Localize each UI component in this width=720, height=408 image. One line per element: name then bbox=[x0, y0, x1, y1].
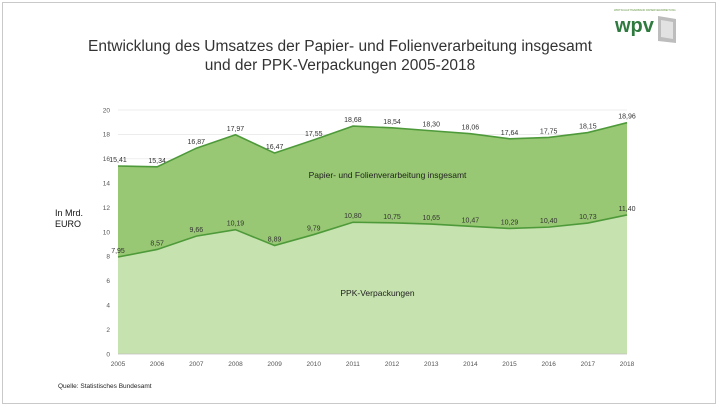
data-label: 18,15 bbox=[579, 124, 597, 131]
y-tick-label: 8 bbox=[106, 254, 110, 261]
data-label: 10,65 bbox=[422, 215, 440, 222]
x-tick-label: 2014 bbox=[463, 361, 478, 368]
y-tick-label: 6 bbox=[106, 278, 110, 285]
data-label: 9,79 bbox=[307, 226, 321, 233]
y-tick-label: 10 bbox=[103, 229, 111, 236]
data-label: 18,96 bbox=[618, 114, 636, 121]
data-label: 10,75 bbox=[383, 214, 401, 221]
y-tick-label: 20 bbox=[103, 107, 111, 114]
x-tick-label: 2008 bbox=[228, 361, 243, 368]
y-tick-label: 2 bbox=[106, 327, 110, 334]
data-label: 10,80 bbox=[344, 213, 362, 220]
y-tick-label: 18 bbox=[103, 132, 111, 139]
x-tick-label: 2011 bbox=[346, 361, 360, 368]
data-label: 10,47 bbox=[462, 217, 480, 224]
data-label: 17,55 bbox=[305, 131, 323, 138]
x-tick-label: 2013 bbox=[424, 361, 439, 368]
x-tick-label: 2012 bbox=[385, 361, 400, 368]
x-tick-label: 2016 bbox=[541, 361, 556, 368]
x-tick-label: 2017 bbox=[581, 361, 596, 368]
data-label: 18,30 bbox=[422, 122, 440, 129]
series-label: Papier- und Folienverarbeitung insgesamt bbox=[309, 170, 467, 180]
series-line bbox=[117, 121, 628, 168]
y-tick-label: 14 bbox=[103, 181, 111, 188]
chart-title-line1: Entwicklung des Umsatzes der Papier- und… bbox=[88, 38, 592, 55]
x-tick-label: 2009 bbox=[267, 361, 282, 368]
chart-title: Entwicklung des Umsatzes der Papier- und… bbox=[60, 37, 620, 75]
y-tick-label: 4 bbox=[106, 303, 110, 310]
x-tick-label: 2015 bbox=[502, 361, 517, 368]
data-label: 16,47 bbox=[266, 144, 284, 151]
data-label: 17,64 bbox=[501, 130, 519, 137]
x-tick-label: 2010 bbox=[307, 361, 322, 368]
data-label: 11,40 bbox=[619, 206, 636, 213]
x-tick-label: 2018 bbox=[620, 361, 635, 368]
x-tick-label: 2006 bbox=[150, 361, 165, 368]
data-label: 9,66 bbox=[189, 227, 203, 234]
data-label: 8,89 bbox=[268, 237, 282, 244]
data-label: 16,87 bbox=[188, 139, 206, 146]
data-label: 7,95 bbox=[111, 248, 125, 255]
data-label: 15,41 bbox=[109, 157, 127, 164]
data-label: 18,06 bbox=[462, 125, 480, 132]
x-tick-label: 2007 bbox=[189, 361, 204, 368]
data-labels: 15,41 15,34 16,87 17,97 16,47 17,55 18,68 18,54… bbox=[109, 114, 636, 255]
data-label: 15,34 bbox=[148, 158, 166, 165]
series-line bbox=[117, 214, 628, 258]
y-axis-label-line1: In Mrd. bbox=[55, 208, 84, 218]
data-label: 17,75 bbox=[540, 128, 558, 135]
y-tick-label: 16 bbox=[103, 156, 111, 163]
source-note: Quelle: Statistisches Bundesamt bbox=[58, 383, 152, 390]
wpv-logo-icon: WIRTSCHAFTSVERBAND PAPIERVERARBEITUNG wp… bbox=[612, 6, 678, 46]
chart-areas bbox=[117, 121, 628, 354]
y-tick-label: 0 bbox=[106, 351, 110, 358]
data-label: 10,40 bbox=[540, 218, 558, 225]
series-labels: Papier- und Folienverarbeitung insgesamt… bbox=[309, 170, 467, 298]
data-label: 10,29 bbox=[501, 219, 519, 226]
data-label: 10,73 bbox=[579, 214, 597, 221]
data-label: 18,54 bbox=[383, 119, 401, 126]
y-tick-label: 12 bbox=[103, 205, 111, 212]
y-axis-label-line2: EURO bbox=[55, 219, 82, 229]
data-label: 18,68 bbox=[344, 117, 362, 124]
chart-subtitle: und der PPK-Verpackungen 2005-2018 bbox=[204, 57, 476, 74]
tick-labels: 0 2 4 6 8 10 12 14 16 18 20 2005 2006 2007 2008 2009 201… bbox=[103, 107, 635, 368]
series-label: PPK-Verpackungen bbox=[340, 288, 414, 298]
logo-tagline: WIRTSCHAFTSVERBAND PAPIERVERARBEITUNG bbox=[614, 8, 676, 12]
data-label: 10,19 bbox=[227, 221, 245, 228]
data-label: 8,57 bbox=[150, 240, 164, 247]
y-axis-label: In Mrd. EURO bbox=[55, 208, 83, 230]
x-tick-label: 2005 bbox=[111, 361, 126, 368]
logo-text: wpv bbox=[614, 15, 655, 37]
data-label: 17,97 bbox=[227, 126, 245, 133]
series-area bbox=[118, 214, 627, 354]
